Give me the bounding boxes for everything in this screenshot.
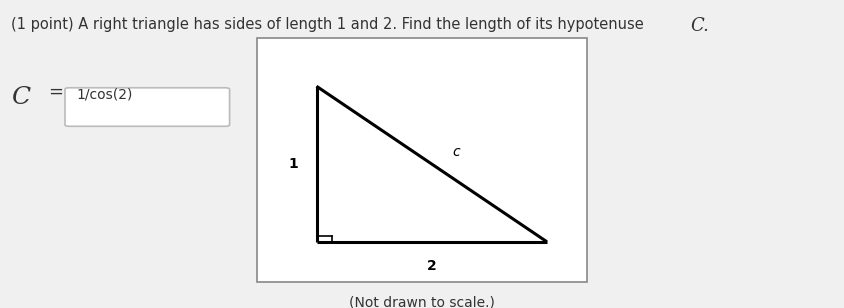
- FancyBboxPatch shape: [65, 88, 230, 126]
- Text: =: =: [48, 83, 63, 101]
- Text: (Not drawn to scale.): (Not drawn to scale.): [349, 296, 495, 308]
- Text: 1/cos(2): 1/cos(2): [76, 88, 133, 102]
- Text: c: c: [453, 145, 461, 159]
- Text: 2: 2: [427, 259, 436, 273]
- Text: (1 point) A right triangle has sides of length 1 and 2. Find the length of its h: (1 point) A right triangle has sides of …: [11, 17, 648, 32]
- Text: C.: C.: [690, 17, 709, 35]
- Bar: [257, 38, 587, 282]
- Text: C: C: [11, 86, 30, 109]
- Text: 1: 1: [288, 157, 298, 171]
